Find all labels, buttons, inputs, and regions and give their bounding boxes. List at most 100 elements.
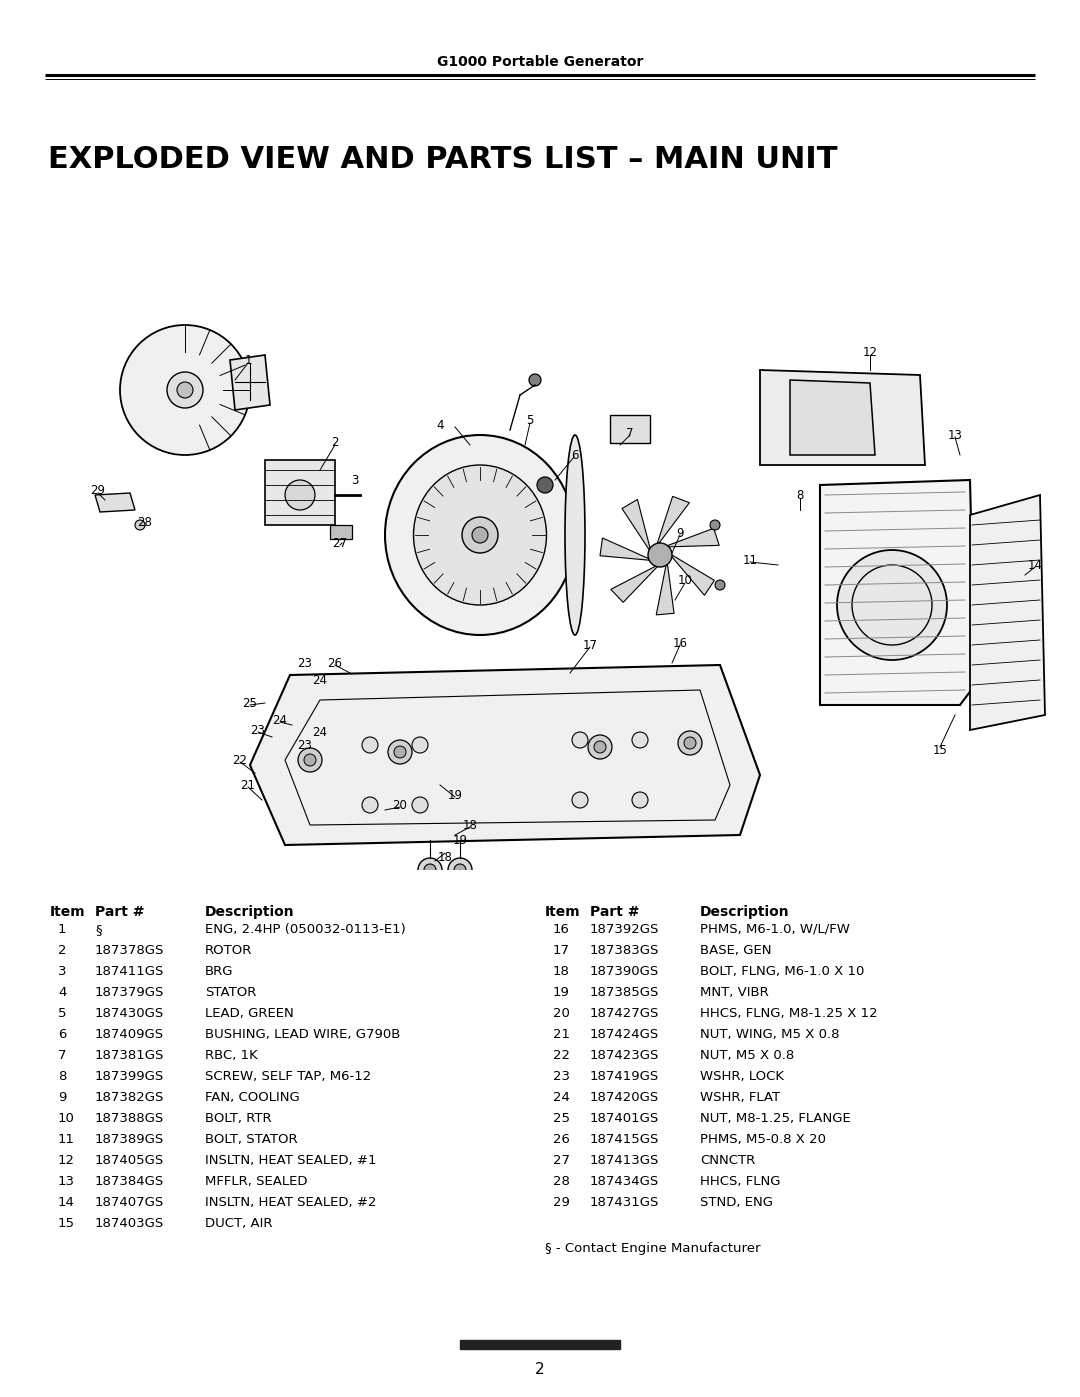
Text: 3: 3: [351, 474, 359, 486]
Text: STND, ENG: STND, ENG: [700, 1196, 773, 1208]
Bar: [330, 525, 352, 539]
Text: 187378GS: 187378GS: [95, 944, 164, 957]
Text: 8: 8: [58, 1070, 66, 1083]
Text: 27: 27: [333, 536, 348, 549]
Text: 5: 5: [58, 1007, 67, 1020]
Circle shape: [684, 738, 696, 749]
Circle shape: [572, 792, 588, 807]
Text: CNNCTR: CNNCTR: [700, 1154, 755, 1166]
Text: 11: 11: [58, 1133, 75, 1146]
Circle shape: [388, 740, 411, 764]
Text: HHCS, FLNG: HHCS, FLNG: [700, 1175, 781, 1187]
Text: 187379GS: 187379GS: [95, 986, 164, 999]
Text: 21: 21: [553, 1028, 570, 1041]
Text: LEAD, GREEN: LEAD, GREEN: [205, 1007, 294, 1020]
Text: 23: 23: [298, 739, 312, 752]
Text: 12: 12: [863, 345, 877, 359]
Text: 7: 7: [58, 1049, 67, 1062]
Circle shape: [418, 858, 442, 882]
Text: 19: 19: [553, 986, 570, 999]
Text: 187434GS: 187434GS: [590, 1175, 659, 1187]
Text: WSHR, FLAT: WSHR, FLAT: [700, 1091, 780, 1104]
Circle shape: [588, 735, 612, 759]
Text: Description: Description: [205, 905, 295, 919]
Text: 24: 24: [553, 1091, 570, 1104]
Circle shape: [632, 792, 648, 807]
Circle shape: [448, 858, 472, 882]
Circle shape: [462, 517, 498, 553]
Text: 28: 28: [553, 1175, 570, 1187]
Text: 187409GS: 187409GS: [95, 1028, 164, 1041]
Text: 3: 3: [58, 965, 67, 978]
Text: 25: 25: [553, 1112, 570, 1125]
Text: 187431GS: 187431GS: [590, 1196, 660, 1208]
Polygon shape: [249, 665, 760, 845]
Circle shape: [135, 520, 145, 529]
Text: 19: 19: [453, 834, 468, 847]
Text: 20: 20: [553, 1007, 570, 1020]
Circle shape: [715, 580, 725, 590]
Text: 187430GS: 187430GS: [95, 1007, 164, 1020]
Text: 15: 15: [932, 743, 947, 757]
Circle shape: [632, 732, 648, 747]
Text: INSLTN, HEAT SEALED, #1: INSLTN, HEAT SEALED, #1: [205, 1154, 377, 1166]
Text: BASE, GEN: BASE, GEN: [700, 944, 771, 957]
Text: BOLT, STATOR: BOLT, STATOR: [205, 1133, 298, 1146]
Text: 187392GS: 187392GS: [590, 923, 660, 936]
Text: 24: 24: [312, 673, 327, 686]
Text: 16: 16: [673, 637, 688, 650]
Text: 187381GS: 187381GS: [95, 1049, 164, 1062]
Polygon shape: [95, 493, 135, 511]
Circle shape: [362, 798, 378, 813]
Text: DUCT, AIR: DUCT, AIR: [205, 1217, 272, 1229]
Polygon shape: [658, 496, 689, 543]
Polygon shape: [760, 370, 924, 465]
Text: 187411GS: 187411GS: [95, 965, 164, 978]
Text: HHCS, FLNG, M8-1.25 X 12: HHCS, FLNG, M8-1.25 X 12: [700, 1007, 878, 1020]
Text: 26: 26: [327, 657, 342, 669]
Circle shape: [594, 740, 606, 753]
Text: 1: 1: [244, 353, 252, 366]
Text: 4: 4: [58, 986, 66, 999]
Bar: [610, 415, 650, 443]
Circle shape: [529, 374, 541, 386]
Circle shape: [411, 798, 428, 813]
Text: 13: 13: [947, 429, 962, 441]
Circle shape: [472, 527, 488, 543]
Text: 27: 27: [553, 1154, 570, 1166]
Text: PHMS, M5-0.8 X 20: PHMS, M5-0.8 X 20: [700, 1133, 826, 1146]
Polygon shape: [970, 495, 1045, 731]
Text: EXPLODED VIEW AND PARTS LIST – MAIN UNIT: EXPLODED VIEW AND PARTS LIST – MAIN UNIT: [48, 145, 837, 175]
Text: G1000 Portable Generator: G1000 Portable Generator: [436, 54, 644, 68]
Circle shape: [303, 754, 316, 766]
Text: PHMS, M6-1.0, W/L/FW: PHMS, M6-1.0, W/L/FW: [700, 923, 850, 936]
Text: 187388GS: 187388GS: [95, 1112, 164, 1125]
Text: 14: 14: [1027, 559, 1042, 571]
Polygon shape: [667, 528, 719, 546]
Text: 187413GS: 187413GS: [590, 1154, 660, 1166]
Circle shape: [285, 481, 315, 510]
Text: RBC, 1K: RBC, 1K: [205, 1049, 258, 1062]
Polygon shape: [657, 564, 674, 615]
Text: § - Contact Engine Manufacturer: § - Contact Engine Manufacturer: [545, 1242, 760, 1255]
Text: 14: 14: [58, 1196, 75, 1208]
Text: NUT, M8-1.25, FLANGE: NUT, M8-1.25, FLANGE: [700, 1112, 851, 1125]
Text: 187399GS: 187399GS: [95, 1070, 164, 1083]
Text: 5: 5: [526, 414, 534, 426]
Text: BOLT, RTR: BOLT, RTR: [205, 1112, 272, 1125]
Text: 13: 13: [58, 1175, 75, 1187]
Text: 187423GS: 187423GS: [590, 1049, 660, 1062]
Text: 187382GS: 187382GS: [95, 1091, 164, 1104]
Text: 29: 29: [91, 483, 106, 496]
Text: 187419GS: 187419GS: [590, 1070, 659, 1083]
Circle shape: [411, 738, 428, 753]
Text: 4: 4: [436, 419, 444, 432]
Text: 1: 1: [58, 923, 67, 936]
Text: 11: 11: [743, 553, 757, 567]
Text: 2: 2: [332, 436, 339, 448]
Text: 10: 10: [677, 574, 692, 587]
Text: 22: 22: [553, 1049, 570, 1062]
Ellipse shape: [565, 434, 585, 636]
Circle shape: [537, 476, 553, 493]
Text: 21: 21: [241, 778, 256, 792]
